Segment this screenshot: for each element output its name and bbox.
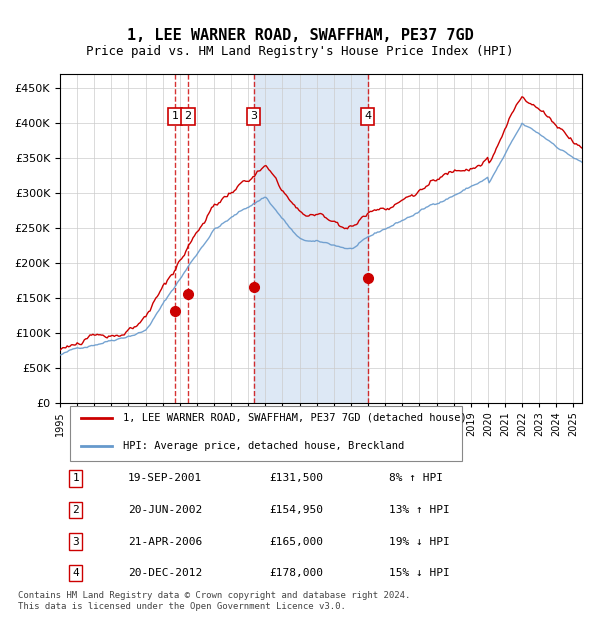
Text: 4: 4 bbox=[364, 111, 371, 122]
Text: 20-DEC-2012: 20-DEC-2012 bbox=[128, 568, 202, 578]
Text: Price paid vs. HM Land Registry's House Price Index (HPI): Price paid vs. HM Land Registry's House … bbox=[86, 45, 514, 58]
Text: 8% ↑ HPI: 8% ↑ HPI bbox=[389, 474, 443, 484]
Text: 1: 1 bbox=[172, 111, 179, 122]
Text: Contains HM Land Registry data © Crown copyright and database right 2024.
This d: Contains HM Land Registry data © Crown c… bbox=[18, 591, 410, 611]
Text: 19% ↓ HPI: 19% ↓ HPI bbox=[389, 536, 449, 547]
Text: 21-APR-2006: 21-APR-2006 bbox=[128, 536, 202, 547]
Text: 2: 2 bbox=[184, 111, 191, 122]
Text: 3: 3 bbox=[72, 536, 79, 547]
Text: £178,000: £178,000 bbox=[269, 568, 323, 578]
Text: 1: 1 bbox=[72, 474, 79, 484]
Text: 13% ↑ HPI: 13% ↑ HPI bbox=[389, 505, 449, 515]
Text: 15% ↓ HPI: 15% ↓ HPI bbox=[389, 568, 449, 578]
Text: 20-JUN-2002: 20-JUN-2002 bbox=[128, 505, 202, 515]
Text: HPI: Average price, detached house, Breckland: HPI: Average price, detached house, Brec… bbox=[122, 441, 404, 451]
Bar bbox=[254, 74, 368, 402]
Text: 1, LEE WARNER ROAD, SWAFFHAM, PE37 7GD (detached house): 1, LEE WARNER ROAD, SWAFFHAM, PE37 7GD (… bbox=[122, 413, 466, 423]
Text: £154,950: £154,950 bbox=[269, 505, 323, 515]
Text: £131,500: £131,500 bbox=[269, 474, 323, 484]
Text: 1, LEE WARNER ROAD, SWAFFHAM, PE37 7GD: 1, LEE WARNER ROAD, SWAFFHAM, PE37 7GD bbox=[127, 28, 473, 43]
Text: 4: 4 bbox=[72, 568, 79, 578]
Text: £165,000: £165,000 bbox=[269, 536, 323, 547]
Text: 3: 3 bbox=[250, 111, 257, 122]
FancyBboxPatch shape bbox=[70, 405, 462, 461]
Text: 19-SEP-2001: 19-SEP-2001 bbox=[128, 474, 202, 484]
Text: 2: 2 bbox=[72, 505, 79, 515]
